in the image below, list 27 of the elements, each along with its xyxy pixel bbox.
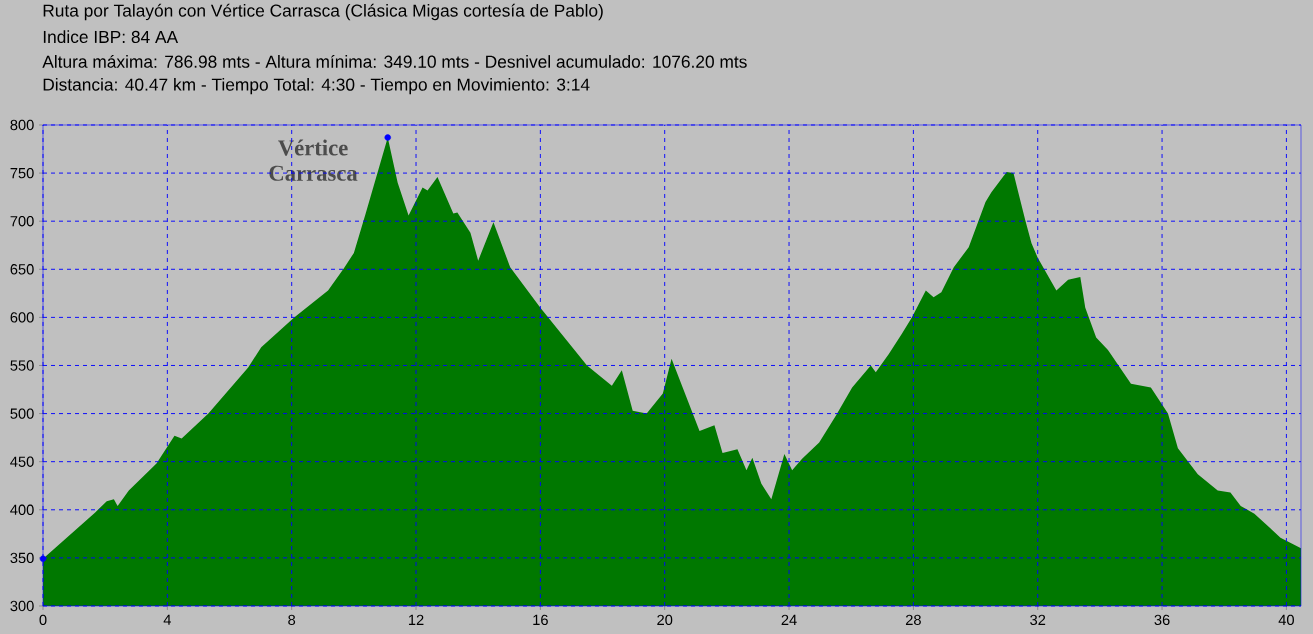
x-tick-label: 0 [39,614,47,626]
x-tick-label: 8 [288,614,296,626]
x-tick-label: 4 [163,614,171,625]
y-tick-label: 500 [10,408,34,419]
x-tick-label: 36 [1154,614,1170,626]
x-tick-label: 20 [657,614,673,626]
x-tick-label: 32 [1030,614,1046,626]
text: Indice IBP: 84 AA [43,30,179,44]
annotation: Vértice Carrasca [269,139,358,181]
y-tick-label: 550 [10,360,34,371]
y-tick-label: 650 [10,264,34,275]
y-tick-label: 350 [10,552,34,564]
text: Distancia: 40.47 km - Tiempo Total: 4:30 - Tiempo en Movimiento: 3:14 [43,77,590,95]
y-tick-label: 750 [10,167,34,179]
text: Altura máxima: 786.98 mts - Altura mínima: 349.10 mts - Desnivel acumulado: 1076.20 mts [42,54,747,68]
x-tick-label: 24 [781,614,797,625]
y-tick-label: 450 [10,456,34,467]
chart-title: Ruta por Talayón con Vértice Carrasca (Clásica Migas cortesía de Pablo) [43,3,603,21]
y-tick-label: 600 [10,312,34,323]
y-tick-label: 400 [10,504,34,515]
x-tick-label: 28 [905,614,921,626]
y-tick-label: 300 [10,600,34,612]
y-tick-label: 700 [10,216,34,227]
x-tick-label: 40 [1278,614,1294,626]
x-tick-label: 12 [408,614,424,625]
x-tick-label: 16 [533,614,548,626]
y-tick-label: 800 [10,119,34,131]
